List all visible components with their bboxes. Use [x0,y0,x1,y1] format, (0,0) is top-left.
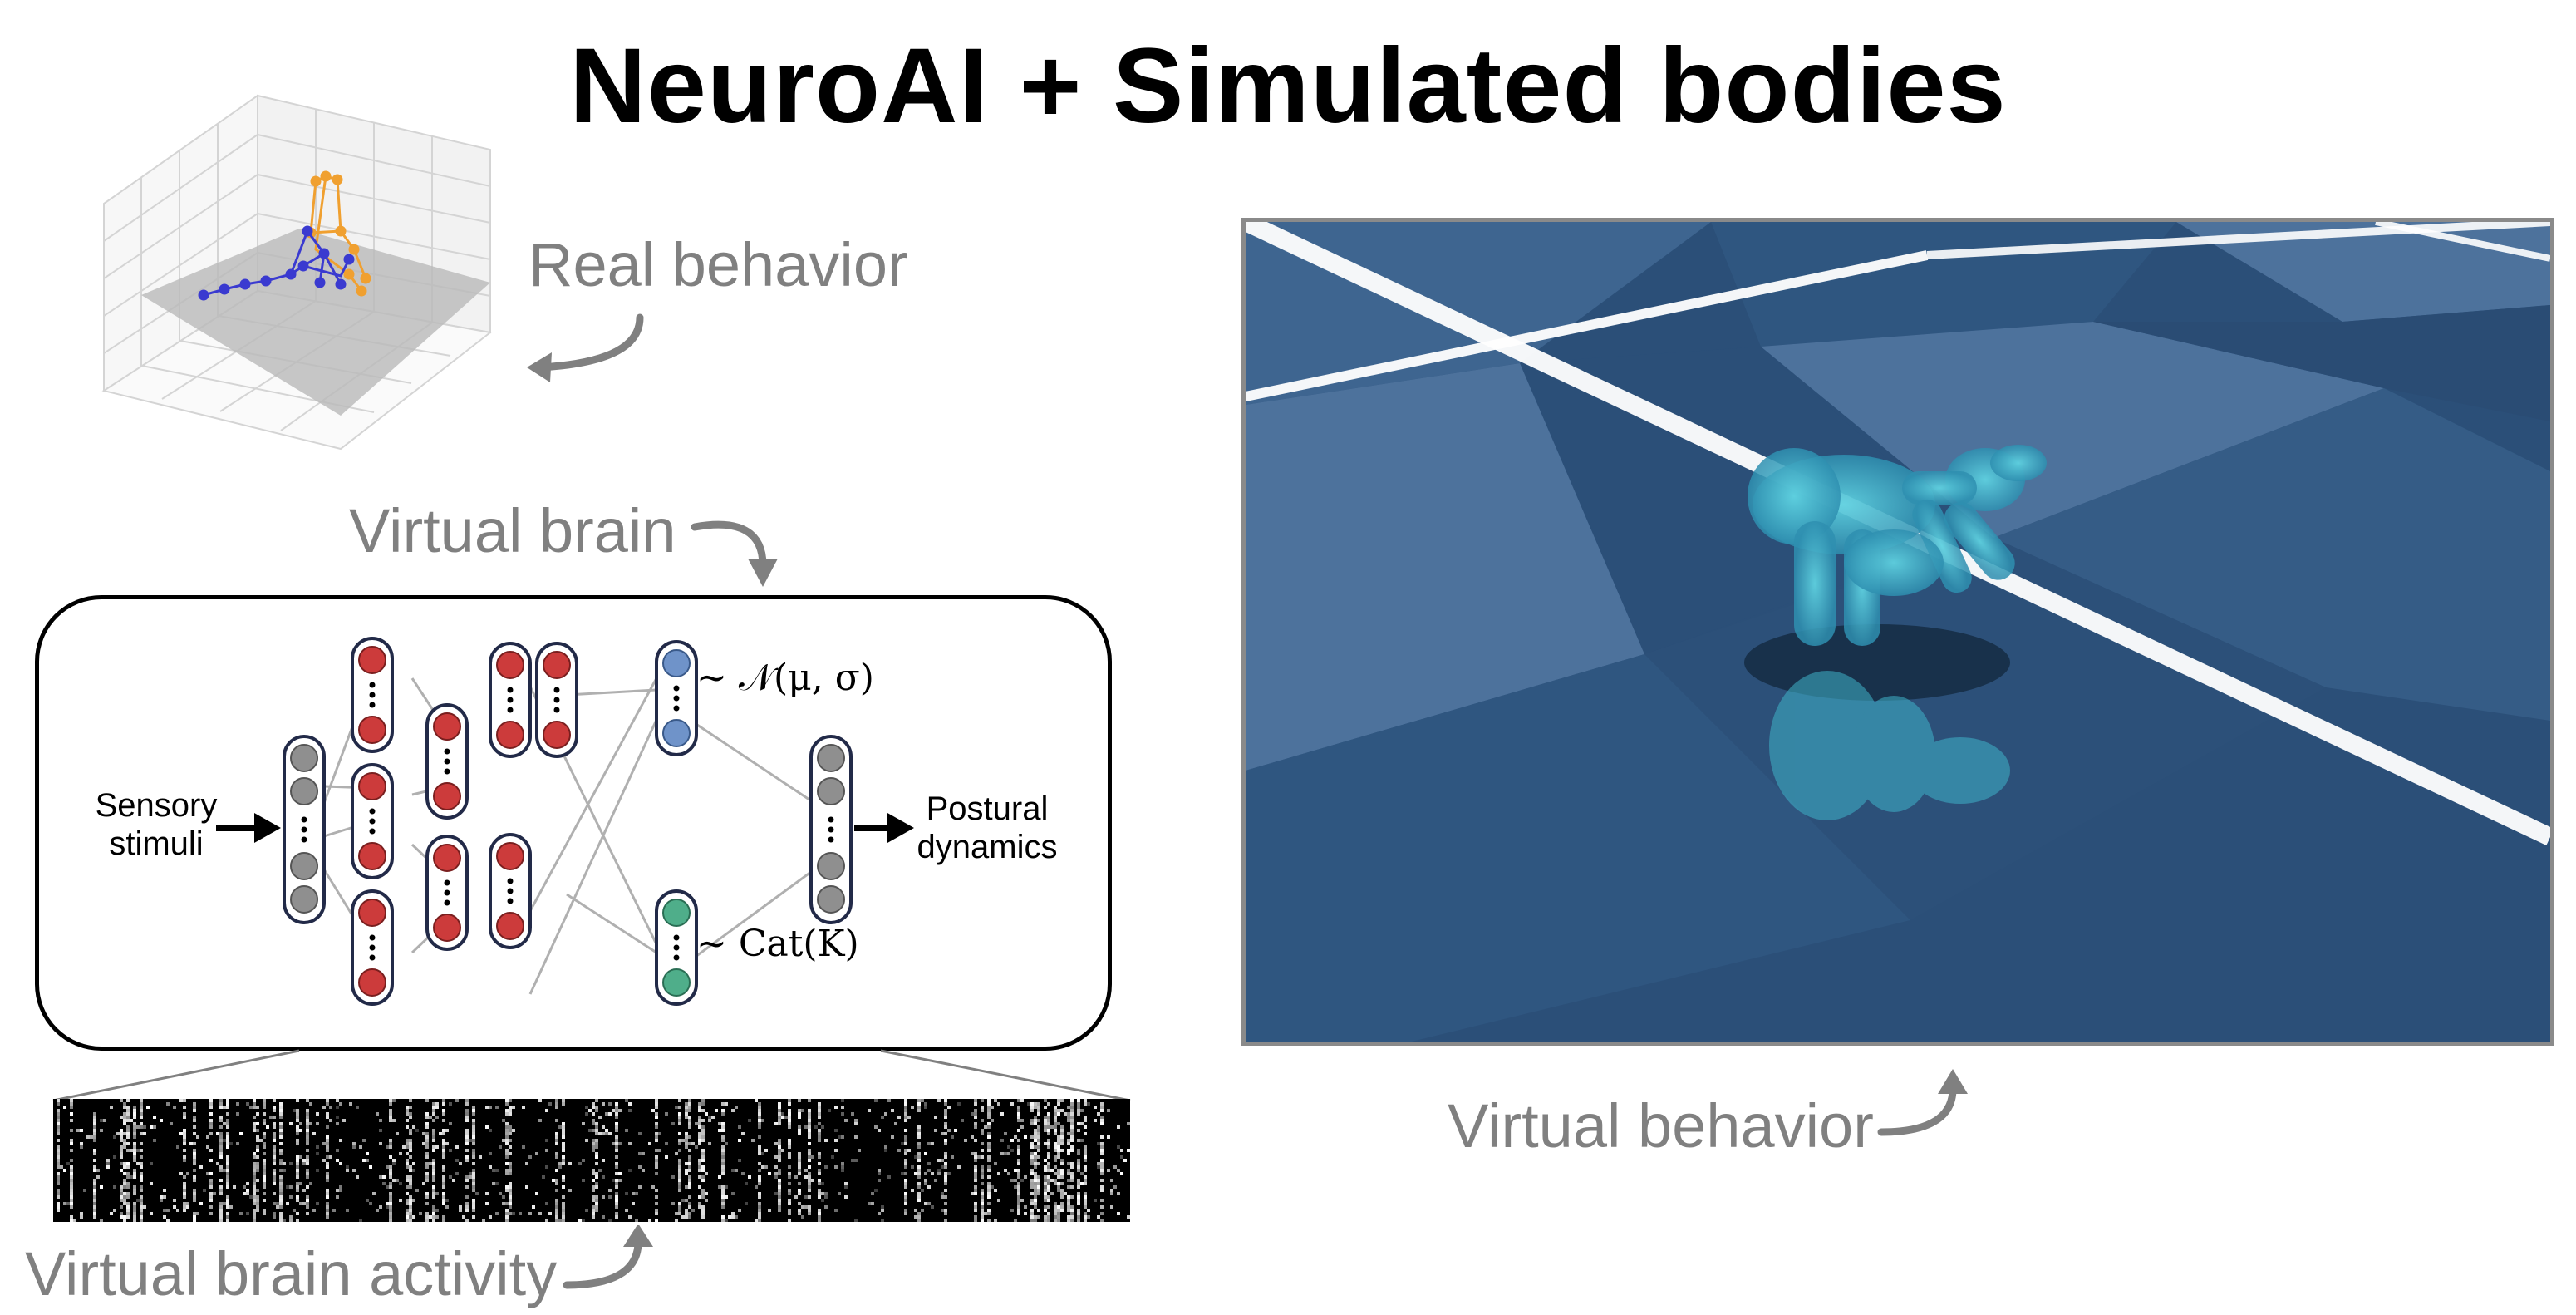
output-layer [809,735,853,924]
input-layer [283,735,326,924]
real-behavior-3d-plot [101,94,493,451]
hidden-layer-1 [351,637,394,1006]
skeleton-blue [198,225,355,301]
virtual-body [1748,445,2047,646]
brain-activity-raster [53,1099,1130,1222]
sensory-stimuli-label: Sensory stimuli [95,787,218,862]
postural-dynamics-label: Postural dynamics [917,790,1058,865]
virtual-behavior-simulation [1241,218,2554,1046]
page-title: NeuroAI + Simulated bodies [569,27,2007,145]
curved-arrow-icon [563,1225,653,1289]
curved-arrow-icon [691,520,778,587]
categorical-head [655,889,698,1006]
right-arrow-icon [854,813,914,843]
real-behavior-label: Real behavior [528,230,908,299]
neural-network-diagram [216,637,914,1006]
curved-arrow-icon [1877,1069,1968,1136]
hidden-layer-2 [425,703,469,951]
virtual-brain-label: Virtual brain [349,496,676,565]
categorical-head-label: ∼ Cat(K) [696,923,859,965]
virtual-brain-activity-label: Virtual brain activity [25,1239,558,1308]
ground-plane [141,229,490,416]
right-arrow-icon [216,813,281,843]
gaussian-head-label: ∼ 𝒩(μ, σ) [696,657,874,699]
gaussian-head [655,640,698,756]
hidden-layer-3 [489,642,578,949]
simulation-scene [1246,222,2550,1042]
zoom-lines [52,1049,1131,1102]
body-reflection [1769,671,2010,820]
curved-arrow-icon [527,313,644,382]
virtual-behavior-label: Virtual behavior [1448,1091,1874,1160]
